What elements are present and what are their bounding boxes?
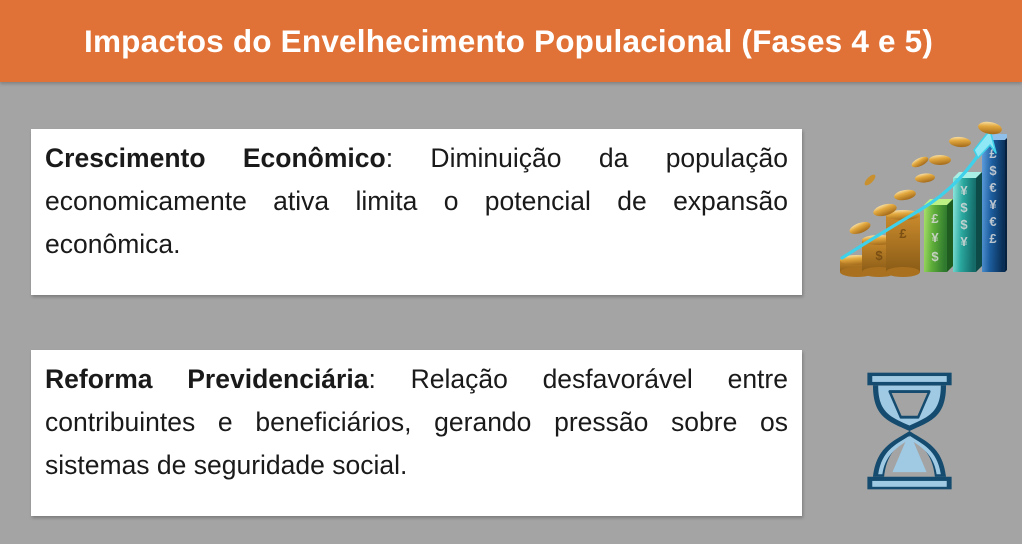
svg-text:$: $	[960, 217, 968, 232]
svg-text:£: £	[899, 226, 907, 241]
svg-text:¥: ¥	[931, 230, 939, 245]
svg-text:¥: ¥	[960, 183, 968, 198]
svg-text:£: £	[931, 211, 939, 226]
svg-text:$: $	[931, 249, 939, 264]
svg-text:€: €	[989, 214, 996, 229]
svg-text:$: $	[989, 163, 997, 178]
svg-text:£: £	[989, 231, 997, 246]
svg-text:¥: ¥	[989, 197, 997, 212]
svg-text:$: $	[960, 200, 968, 215]
svg-text:¥: ¥	[960, 234, 968, 249]
svg-text:$: $	[875, 248, 883, 263]
svg-text:€: €	[989, 180, 996, 195]
